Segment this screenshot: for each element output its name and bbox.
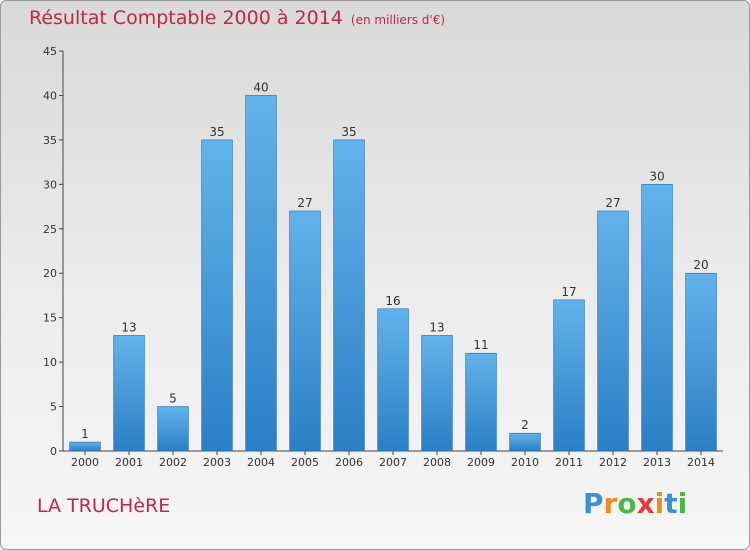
x-tick-label: 2008 xyxy=(423,456,451,469)
x-tick-label: 2014 xyxy=(687,456,715,469)
bar-2006 xyxy=(333,139,365,452)
data-label-2006: 35 xyxy=(341,125,356,139)
y-tick-label: 45 xyxy=(43,45,57,58)
x-tick-label: 2012 xyxy=(599,456,627,469)
bar-2004 xyxy=(245,95,277,452)
bar-2001 xyxy=(113,335,145,452)
y-tick-label: 10 xyxy=(43,356,57,369)
data-label-2002: 5 xyxy=(169,392,177,406)
x-tick-label: 2005 xyxy=(291,456,319,469)
y-tick-label: 0 xyxy=(50,445,57,458)
logo-letter: i xyxy=(677,487,688,520)
logo-letter: o xyxy=(617,487,637,520)
logo-letter: x xyxy=(636,487,655,520)
bar-2003 xyxy=(201,139,233,452)
bar-2014 xyxy=(685,272,717,452)
data-label-2004: 40 xyxy=(253,80,268,94)
data-label-2008: 13 xyxy=(429,320,444,334)
bars xyxy=(69,95,717,452)
bar-2010 xyxy=(509,432,541,452)
y-tick-label: 30 xyxy=(43,178,57,191)
x-axis: 2000 2001 2002 2003 2004 2005 2006 2007 2008 2009… xyxy=(63,450,723,469)
bar-2005 xyxy=(289,210,321,452)
x-tick-label: 2007 xyxy=(379,456,407,469)
data-label-2013: 30 xyxy=(649,169,664,183)
logo-letter: P xyxy=(583,487,604,520)
bar-2002 xyxy=(157,406,189,452)
x-tick-label: 2001 xyxy=(115,456,143,469)
bar-2012 xyxy=(597,210,629,452)
y-tick-label: 35 xyxy=(43,134,57,147)
x-tick-label: 2006 xyxy=(335,456,363,469)
proxiti-logo: Proxiti xyxy=(583,487,687,520)
logo-letter: t xyxy=(664,487,678,520)
y-tick-label: 20 xyxy=(43,267,57,280)
x-tick-label: 2004 xyxy=(247,456,275,469)
data-label-2007: 16 xyxy=(385,294,400,308)
x-tick-label: 2000 xyxy=(71,456,99,469)
data-label-2009: 11 xyxy=(473,338,488,352)
y-axis: 0 5 10 15 20 25 30 35 40 45 xyxy=(43,45,64,458)
x-tick-label: 2009 xyxy=(467,456,495,469)
bar-2007 xyxy=(377,308,409,452)
x-tick-label: 2002 xyxy=(159,456,187,469)
bar-2008 xyxy=(421,335,453,452)
commune-name: LA TRUCHèRE xyxy=(37,495,171,517)
chart-subtitle: (en milliers d'€) xyxy=(350,13,446,27)
y-tick-label: 40 xyxy=(43,89,57,102)
x-tick-label: 2013 xyxy=(643,456,671,469)
bar-2000 xyxy=(69,441,101,452)
y-tick-label: 5 xyxy=(50,401,57,414)
data-label-2010: 2 xyxy=(521,418,529,432)
data-label-2012: 27 xyxy=(605,196,620,210)
bar-2011 xyxy=(553,299,585,452)
chart-title: Résultat Comptable 2000 à 2014 (en millie… xyxy=(29,7,445,29)
data-label-2001: 13 xyxy=(121,320,136,334)
x-tick-label: 2011 xyxy=(555,456,583,469)
y-tick-label: 25 xyxy=(43,223,57,236)
data-label-2014: 20 xyxy=(693,258,708,272)
data-label-2011: 17 xyxy=(561,285,576,299)
x-tick-label: 2010 xyxy=(511,456,539,469)
bar-2013 xyxy=(641,184,673,452)
logo-letter: r xyxy=(603,487,618,520)
y-tick-label: 15 xyxy=(43,312,57,325)
logo-letter: i xyxy=(654,487,665,520)
data-label-2000: 1 xyxy=(81,427,89,441)
data-label-2005: 27 xyxy=(297,196,312,210)
data-labels: 1 13 5 35 40 27 35 16 13 11 2 17 27 30 20 xyxy=(81,80,708,441)
data-label-2003: 35 xyxy=(209,125,224,139)
chart-title-text: Résultat Comptable 2000 à 2014 xyxy=(29,7,343,29)
x-tick-label: 2003 xyxy=(203,456,231,469)
bar-2009 xyxy=(465,352,497,452)
